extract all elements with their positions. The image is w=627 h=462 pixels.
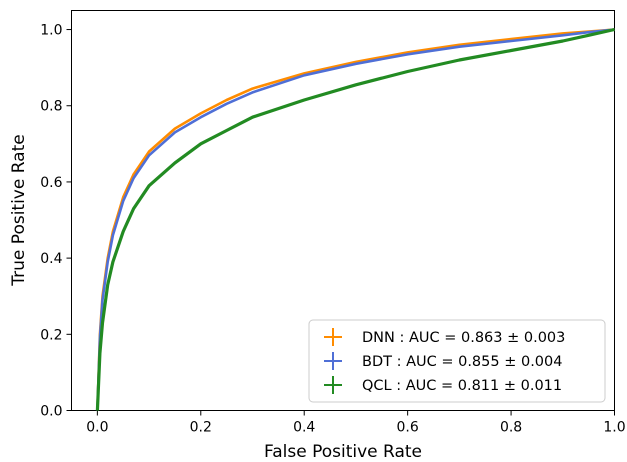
x-tick-label: 0.2 (190, 420, 212, 436)
y-tick-label: 0.8 (40, 99, 62, 115)
y-tick-label: 0.0 (40, 404, 62, 420)
legend-label: BDT : AUC = 0.855 ± 0.004 (362, 354, 563, 370)
legend-box (308, 319, 606, 403)
x-tick-label: 0.8 (500, 420, 522, 436)
legend-label: QCL : AUC = 0.811 ± 0.011 (362, 378, 562, 394)
x-tick-label: 0.6 (397, 420, 419, 436)
legend-item-2: BDT : AUC = 0.855 ± 0.004 (324, 352, 563, 370)
series-line-3 (95, 27, 615, 411)
plot-frame (71, 10, 615, 411)
y-tick-label: 0.6 (40, 175, 62, 191)
y-axis-label: True Positive Rate (9, 134, 29, 286)
ticks-layer: 0.0 0.2 0.4 0.6 0.8 1.0 0.0 0.2 0.4 0.6 0.8 1.0 (40, 23, 625, 436)
y-tick-label: 1.0 (40, 23, 62, 39)
legend-items: DNN : AUC = 0.863 ± 0.003 BDT : AUC = 0.8… (324, 328, 565, 394)
y-tick-label: 0.4 (40, 251, 62, 267)
legend-item-1: DNN : AUC = 0.863 ± 0.003 (324, 328, 565, 346)
x-tick-label: 0.4 (293, 420, 315, 436)
legend: DNN : AUC = 0.863 ± 0.003 BDT : AUC = 0.8… (308, 319, 606, 403)
x-tick-label: 0.0 (86, 420, 108, 436)
series-layer (95, 27, 615, 411)
series-line-2 (96, 28, 615, 411)
legend-item-3: QCL : AUC = 0.811 ± 0.011 (324, 376, 562, 394)
y-tick-label: 0.2 (40, 327, 62, 343)
legend-label: DNN : AUC = 0.863 ± 0.003 (362, 330, 565, 346)
x-tick-label: 1.0 (603, 420, 625, 436)
x-axis-label: False Positive Rate (264, 442, 422, 462)
